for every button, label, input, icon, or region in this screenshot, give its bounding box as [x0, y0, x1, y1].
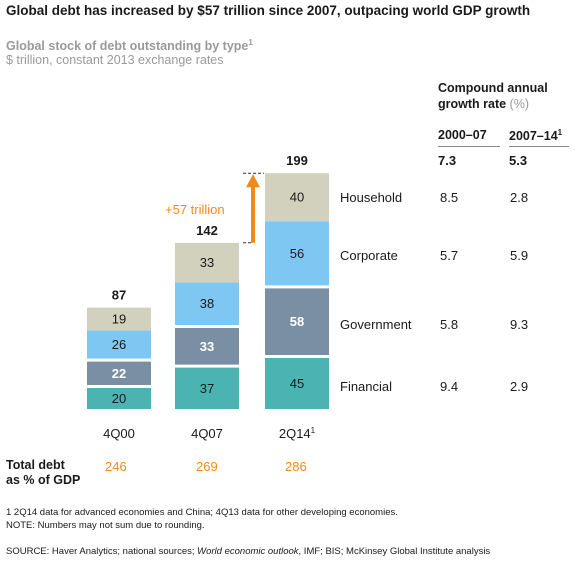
cagr-heading: Compound annual growth rate (%) — [438, 81, 548, 111]
cagr-col1-rule — [438, 146, 500, 147]
bar-corporate-4q07 — [175, 282, 239, 325]
rounding-note: NOTE: Numbers may not sum due to roundin… — [6, 520, 205, 531]
units-label: $ trillion, constant 2013 exchange rates — [6, 53, 224, 67]
corporate-label: Corporate — [340, 248, 398, 263]
government-cagr-2000-07: 5.8 — [440, 317, 459, 332]
household-cagr-2007-14: 2.8 — [510, 190, 529, 205]
debt-gdp-4q07: 269 — [196, 459, 218, 474]
value-label-financial-4q07: 37 — [200, 381, 214, 396]
value-label-government-4q00: 22 — [112, 366, 126, 381]
cagr-total-2007-14: 5.3 — [509, 153, 528, 168]
x-tick-4q07: 4Q07 — [191, 426, 223, 441]
chart-title: Global debt has increased by $57 trillio… — [6, 3, 531, 18]
value-label-government-4q07: 33 — [200, 339, 214, 354]
total-label-4q00: 87 — [112, 288, 126, 303]
cagr-col-2007-14: 2007–141 — [509, 128, 563, 144]
cagr-col2-rule — [509, 146, 569, 147]
bar-financial-4q07 — [175, 367, 239, 409]
bar-household-2q14 — [265, 173, 329, 222]
bar-government-4q00 — [87, 361, 151, 385]
financial-cagr-2007-14: 2.9 — [510, 379, 529, 394]
total-label-2q14: 199 — [286, 153, 308, 168]
value-label-corporate-4q00: 26 — [112, 337, 126, 352]
source-line: SOURCE: Haver Analytics; national source… — [6, 546, 491, 557]
x-tick-2q14: 2Q141 — [279, 426, 316, 441]
value-label-household-4q00: 19 — [112, 312, 126, 327]
chart-subtitle: Global stock of debt outstanding by type… — [6, 38, 253, 54]
total-label-4q07: 142 — [196, 223, 218, 238]
government-cagr-2007-14: 9.3 — [510, 317, 529, 332]
financial-cagr-2000-07: 9.4 — [440, 379, 459, 394]
bar-financial-2q14 — [265, 358, 329, 409]
value-label-financial-4q00: 20 — [112, 391, 126, 406]
bar-financial-4q00 — [87, 388, 151, 409]
x-tick-4q00: 4Q00 — [103, 426, 135, 441]
value-label-corporate-2q14: 56 — [290, 246, 304, 261]
bar-government-4q07 — [175, 328, 239, 365]
cagr-total-2000-07: 7.3 — [438, 153, 457, 168]
bar-corporate-2q14 — [265, 221, 329, 286]
value-label-household-2q14: 40 — [290, 190, 304, 205]
government-label: Government — [340, 317, 412, 332]
bar-household-4q00 — [87, 307, 151, 331]
bar-government-2q14 — [265, 288, 329, 355]
bar-household-4q07 — [175, 242, 239, 283]
cagr-col-2000-07: 2000–07 — [438, 128, 487, 142]
footnote-1: 1 2Q14 data for advanced economies and C… — [6, 507, 398, 518]
value-label-household-4q07: 33 — [200, 255, 214, 270]
increase-annotation: +57 trillion — [165, 202, 225, 217]
debt-gdp-2q14: 286 — [285, 459, 307, 474]
total-debt-gdp-label: Total debt as % of GDP — [6, 458, 81, 487]
household-label: Household — [340, 190, 403, 205]
value-label-government-2q14: 58 — [290, 314, 304, 329]
household-cagr-2000-07: 8.5 — [440, 190, 459, 205]
corporate-cagr-2007-14: 5.9 — [510, 248, 529, 263]
bar-corporate-4q00 — [87, 330, 151, 359]
value-label-corporate-4q07: 38 — [200, 296, 214, 311]
corporate-cagr-2000-07: 5.7 — [440, 248, 459, 263]
value-label-financial-2q14: 45 — [290, 376, 304, 391]
increase-arrow-head — [246, 174, 260, 188]
debt-gdp-4q00: 246 — [105, 459, 127, 474]
financial-label: Financial — [340, 379, 393, 394]
